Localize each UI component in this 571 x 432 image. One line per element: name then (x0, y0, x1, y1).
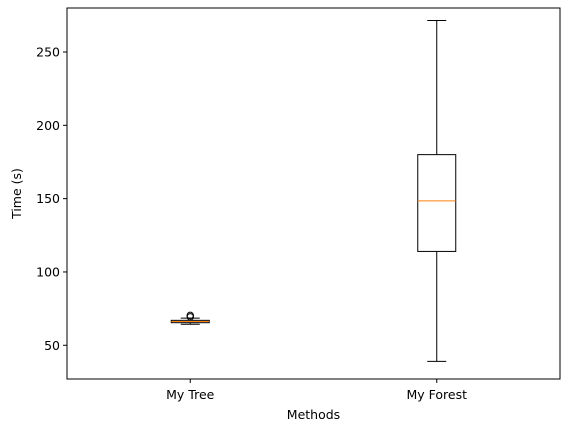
x-axis-label: Methods (287, 407, 340, 422)
x-tick-label: My Forest (406, 387, 467, 402)
x-tick-label: My Tree (166, 387, 215, 402)
y-tick-label: 150 (36, 191, 60, 206)
iqr-box (417, 154, 457, 252)
y-tick-label: 250 (36, 44, 60, 59)
x-axis: My Tree My Forest (166, 379, 467, 402)
y-tick-label: 100 (36, 264, 60, 279)
plot-content (170, 19, 457, 362)
plot-area-frame (66, 7, 561, 380)
y-tick-label: 200 (36, 118, 60, 133)
y-axis: 50 100 150 200 250 (36, 44, 67, 353)
box-my-forest (417, 19, 457, 362)
y-axis-label: Time (s) (9, 168, 24, 220)
y-tick-label: 50 (44, 338, 60, 353)
outlier-point (186, 311, 194, 320)
box-my-tree (170, 311, 210, 325)
